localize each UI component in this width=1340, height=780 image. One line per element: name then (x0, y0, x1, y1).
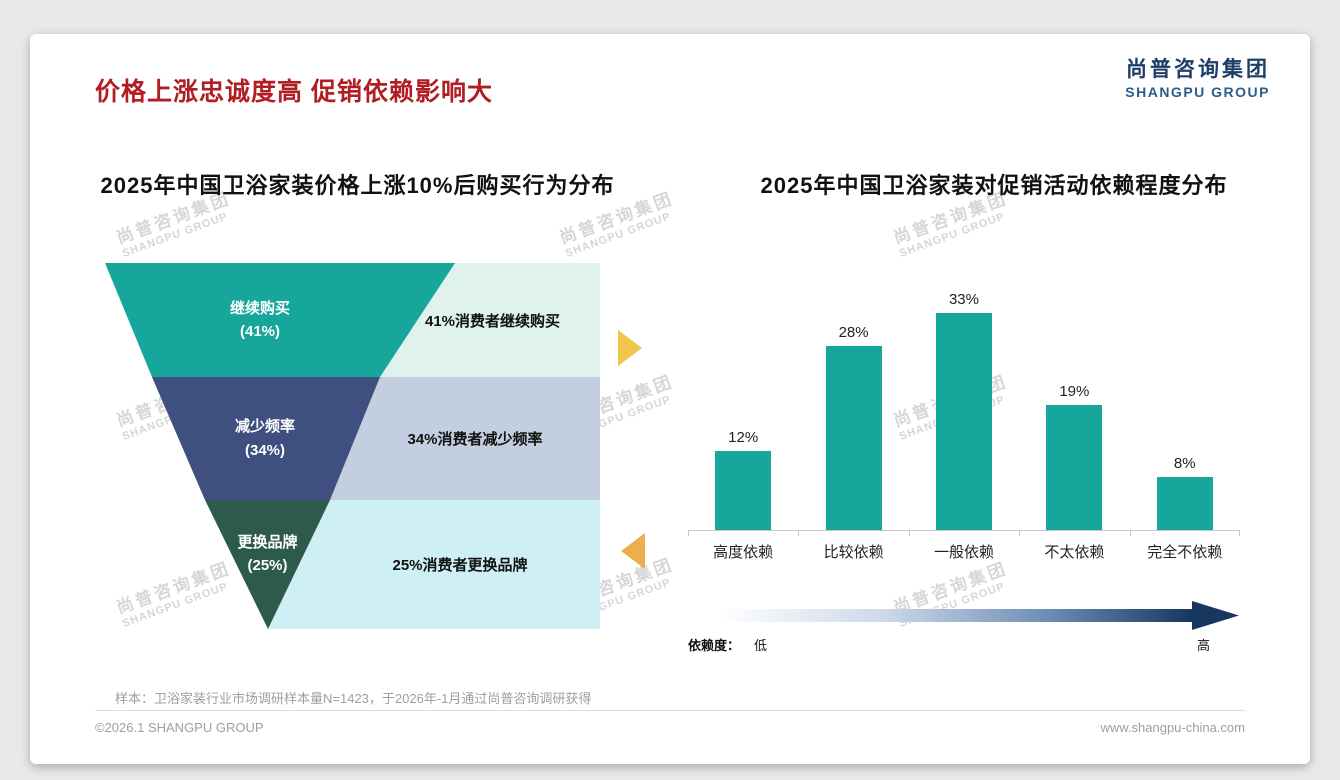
bar-chart-title: 2025年中国卫浴家装对促销活动依赖程度分布 (760, 173, 1228, 198)
gradient-bar (718, 609, 1192, 622)
bar-group: 19% (1024, 383, 1124, 530)
funnel-level-1-value: (41%) (239, 323, 280, 340)
bar-category-label: 高度依赖 (713, 544, 774, 561)
funnel-chart: 继续购买 (41%) 减少频率 (34%) 更换品牌 (25%) 41%消费者继… (105, 263, 600, 633)
bar-group: 33% (914, 291, 1014, 530)
funnel-annotation-2: 34%消费者减少频率 (407, 431, 543, 448)
funnel-annotation-3: 25%消费者更换品牌 (392, 557, 528, 574)
bar-group: 28% (804, 324, 904, 530)
bar-category-label: 完全不依赖 (1147, 544, 1223, 561)
funnel-level-1-name: 继续购买 (229, 299, 290, 317)
bar-value-label: 28% (838, 324, 869, 341)
sample-footnote: 样本：卫浴家装行业市场调研样本量N=1423，于2026年-1月通过尚普咨询调研… (115, 691, 592, 706)
bar-category-label: 不太依赖 (1044, 544, 1105, 561)
funnel-annotation-box-2 (330, 377, 600, 500)
bar (1046, 405, 1103, 530)
bar-category-label: 比较依赖 (823, 544, 884, 561)
funnel-annotation-1: 41%消费者继续购买 (424, 312, 561, 330)
bar-value-label: 33% (948, 291, 979, 308)
axis-tick (1239, 531, 1240, 536)
bar-category-row: 高度依赖 比较依赖 一般依赖 不太依赖 完全不依赖 (688, 541, 1240, 562)
slide-card: 尚普咨询集团 SHANGPU GROUP 尚普咨询集团 SHANGPU GROUP 尚普… (30, 34, 1310, 764)
arrow-right-icon (618, 330, 642, 366)
bar-group: 12% (693, 429, 793, 530)
logo-english: SHANGPU GROUP (1125, 84, 1270, 101)
gradient-arrowhead (1192, 601, 1239, 630)
funnel-level-2-label: 减少频率 (34%) (165, 377, 365, 500)
axis-tick (688, 531, 689, 536)
funnel-level-3-name: 更换品牌 (237, 533, 298, 551)
bar-category-label: 一般依赖 (933, 544, 994, 561)
funnel-annotation-box-3 (268, 500, 600, 629)
dependency-gradient-arrow (718, 601, 1239, 630)
bar-value-label: 12% (728, 429, 759, 446)
bar (825, 346, 882, 530)
company-logo: 尚普咨询集团 SHANGPU GROUP (1125, 58, 1270, 100)
bar-value-label: 19% (1059, 383, 1090, 400)
funnel-level-3-label: 更换品牌 (25%) (180, 500, 355, 608)
funnel-level-1-label: 继续购买 (41%) (145, 263, 375, 377)
axis-tick (1019, 531, 1021, 536)
axis-tick (1129, 531, 1131, 536)
logo-chinese: 尚普咨询集团 (1126, 58, 1270, 81)
funnel-level-2-value: (34%) (244, 441, 285, 459)
funnel-level-3 (205, 500, 330, 629)
bar-value-label: 8% (1173, 455, 1196, 472)
page-title: 价格上涨忠诚度高 促销依赖影响大 (95, 78, 493, 106)
bar (715, 451, 772, 530)
arrow-left-icon (621, 533, 645, 569)
dependency-axis-title: 依赖度： (688, 638, 741, 653)
funnel-chart-title: 2025年中国卫浴家装价格上涨10%后购买行为分布 (100, 173, 615, 198)
copyright-text: ©2026.1 SHANGPU GROUP (95, 720, 264, 735)
footer-divider (95, 710, 1245, 711)
funnel-level-1 (105, 263, 455, 377)
bar-group: 8% (1135, 455, 1235, 530)
footer-row: ©2026.1 SHANGPU GROUP www.shangpu-china.… (95, 720, 1245, 735)
funnel-svg (105, 263, 600, 629)
funnel-level-2-name: 减少频率 (234, 418, 295, 436)
slide-content: 价格上涨忠诚度高 促销依赖影响大 尚普咨询集团 SHANGPU GROUP 20… (30, 34, 1310, 764)
axis-tick (908, 531, 910, 536)
website-text: www.shangpu-china.com (1100, 720, 1245, 735)
bar (1156, 477, 1213, 530)
funnel-level-3-value: (25%) (247, 557, 288, 574)
funnel-level-2 (152, 377, 380, 500)
bar-chart: 12% 28% 33% 19% 8% 高度依赖 比较依赖 一般依赖 不太依赖 完全不依赖 (688, 284, 1240, 562)
dependency-low-label: 低 (754, 638, 768, 653)
bar-plot: 12% 28% 33% 19% 8% (688, 284, 1240, 530)
dependency-high-label: 高 (1196, 638, 1210, 653)
dependency-axis-labels: 依赖度： 低 高 (688, 635, 1240, 654)
axis-tick (798, 531, 800, 536)
bar-axis (688, 530, 1240, 536)
bar (935, 313, 992, 530)
funnel-annotation-box-1 (380, 263, 600, 377)
